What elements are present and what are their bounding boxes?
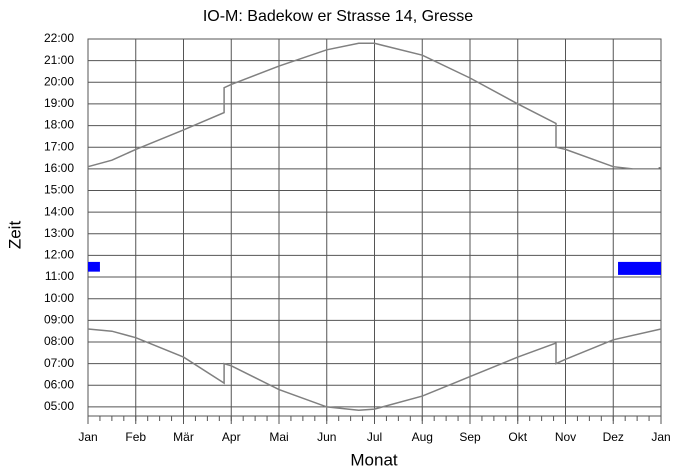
y-tick-label: 20:00 bbox=[44, 74, 74, 88]
x-tick-label: Feb bbox=[125, 430, 146, 444]
y-tick-label: 10:00 bbox=[44, 291, 74, 305]
y-tick-label: 17:00 bbox=[44, 139, 74, 153]
y-tick-label: 18:00 bbox=[44, 118, 74, 132]
x-tick-label: Jun bbox=[317, 430, 336, 444]
x-tick-label: Jan bbox=[651, 430, 670, 444]
y-tick-label: 08:00 bbox=[44, 334, 74, 348]
x-tick-label: Aug bbox=[412, 430, 433, 444]
y-tick-label: 05:00 bbox=[44, 399, 74, 413]
x-tick-label: Okt bbox=[508, 430, 527, 444]
y-tick-label: 15:00 bbox=[44, 183, 74, 197]
y-tick-label: 22:00 bbox=[44, 31, 74, 45]
plot-frame bbox=[87, 38, 662, 417]
y-axis-label: Zeit bbox=[5, 221, 24, 250]
y-tick-label: 14:00 bbox=[44, 204, 74, 218]
series-line bbox=[87, 42, 661, 170]
x-tick-label: Mär bbox=[173, 430, 194, 444]
y-tick-label: 12:00 bbox=[44, 248, 74, 262]
shadow-mark bbox=[88, 261, 100, 272]
x-axis-label: Monat bbox=[350, 450, 398, 469]
y-tick-label: 16:00 bbox=[44, 161, 74, 175]
series-line bbox=[87, 328, 662, 411]
x-tick-label: Mai bbox=[269, 430, 288, 444]
x-tick-label: Sep bbox=[459, 430, 481, 444]
y-tick-label: 06:00 bbox=[44, 377, 74, 391]
x-tick-label: Jan bbox=[78, 430, 97, 444]
y-tick-label: 13:00 bbox=[44, 226, 74, 240]
y-tick-label: 21:00 bbox=[44, 53, 74, 67]
x-tick-label: Dez bbox=[603, 430, 624, 444]
chart-title: IO-M: Badekow er Strasse 14, Gresse bbox=[203, 8, 473, 25]
x-tick-label: Nov bbox=[555, 430, 576, 444]
y-tick-label: 11:00 bbox=[45, 269, 74, 283]
x-tick-label: Apr bbox=[222, 430, 241, 444]
shadow-mark bbox=[618, 261, 661, 275]
x-tick-label: Jul bbox=[367, 430, 382, 444]
y-tick-label: 09:00 bbox=[44, 313, 74, 327]
y-tick-label: 19:00 bbox=[44, 96, 74, 110]
y-tick-label: 07:00 bbox=[44, 356, 74, 370]
